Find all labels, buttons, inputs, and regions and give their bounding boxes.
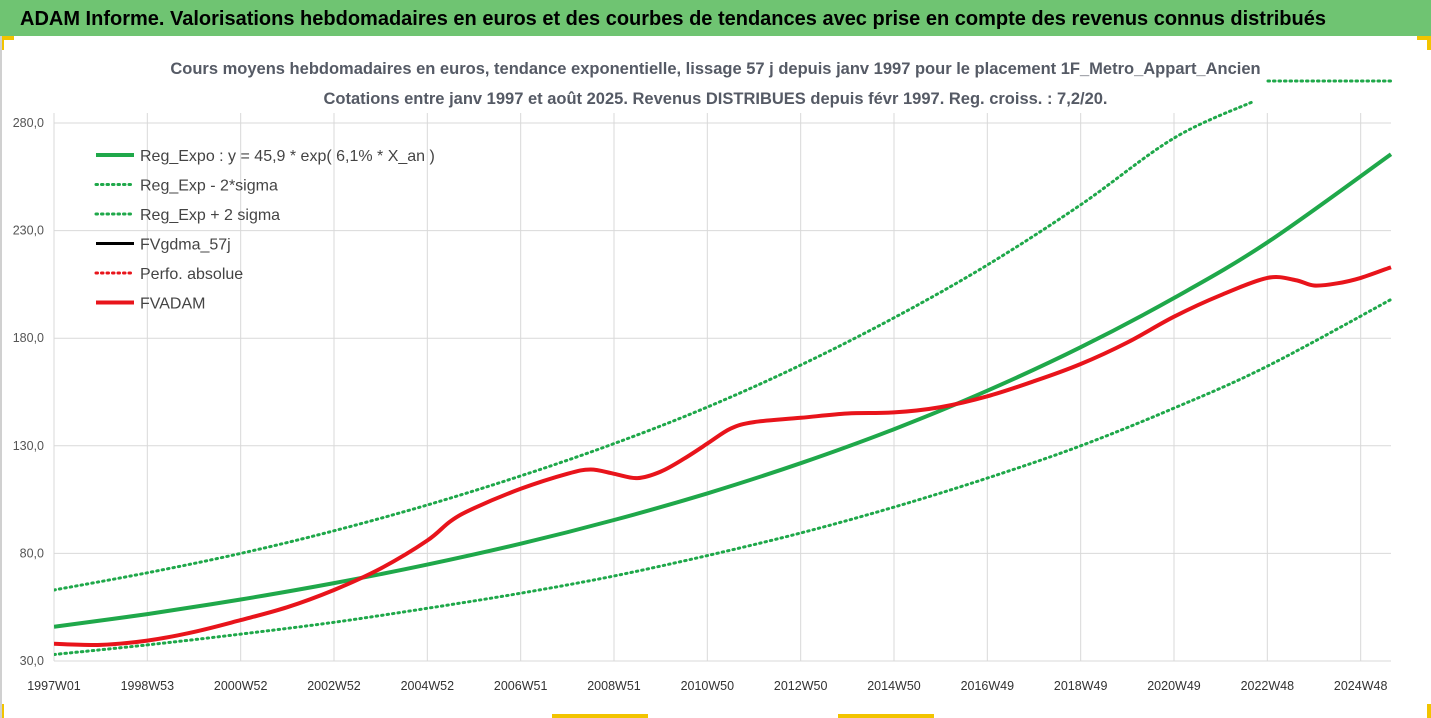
x-axis-ticks: 1997W01 1998W53 2000W52 2002W52 2004W52 2006W… (27, 679, 1387, 693)
x-tick-label: 2022W48 (1241, 679, 1295, 693)
chart-area (0, 36, 1431, 718)
corner-marker-tl-h (0, 36, 14, 40)
legend-label: Reg_Exp - 2*sigma (140, 178, 278, 195)
bottom-handle-right (838, 714, 934, 718)
series-line-0 (54, 152, 1393, 629)
legend-label: FVgdma_57j (140, 237, 231, 254)
y-tick-label: 230,0 (13, 224, 44, 238)
y-tick-label: 130,0 (13, 439, 44, 453)
x-tick-label: 2020W49 (1147, 679, 1201, 693)
x-tick-label: 2000W52 (214, 679, 268, 693)
y-tick-label: 180,0 (13, 331, 44, 345)
y-tick-label: 80,0 (20, 546, 44, 560)
legend-label: Reg_Expo : y = 45,9 * exp( 6,1% * X_an ) (140, 148, 435, 165)
x-tick-label: 2018W49 (1054, 679, 1108, 693)
x-tick-label: 2016W49 (961, 679, 1015, 693)
banner-title: ADAM Informe. Valorisations hebdomadaire… (20, 8, 1326, 30)
gridlines (53, 113, 1391, 662)
x-tick-label: 2002W52 (307, 679, 361, 693)
bottom-handle-left (552, 714, 648, 718)
y-axis-ticks: 30,0 80,0 130,0 180,0 230,0 280,0 (13, 116, 44, 668)
corner-marker-tr-v (1427, 36, 1431, 50)
corner-marker-tl-v (0, 36, 4, 50)
x-tick-label: 2004W52 (401, 679, 455, 693)
series-line-1 (54, 298, 1393, 656)
y-tick-label: 30,0 (20, 654, 44, 668)
x-tick-label: 2008W51 (587, 679, 641, 693)
x-tick-label: 2012W50 (774, 679, 828, 693)
y-tick-label: 280,0 (13, 116, 44, 130)
series-lines (54, 79, 1393, 656)
x-tick-label: 1998W53 (121, 679, 175, 693)
series-line-2 (54, 100, 1255, 592)
chart-subtitle: Cotations entre janv 1997 et août 2025. … (323, 90, 1108, 108)
x-tick-label: 1997W01 (27, 679, 81, 693)
legend: Reg_Expo : y = 45,9 * exp( 6,1% * X_an )… (94, 148, 435, 313)
legend-label: FVADAM (140, 296, 205, 313)
chart-title: Cours moyens hebdomadaires en euros, ten… (170, 60, 1261, 78)
corner-marker-bl (0, 704, 4, 718)
x-tick-label: 2006W51 (494, 679, 548, 693)
series-line-5 (54, 265, 1392, 648)
corner-marker-br (1427, 704, 1431, 718)
legend-label: Perfo. absolue (140, 266, 243, 283)
x-tick-label: 2024W48 (1334, 679, 1388, 693)
x-tick-label: 2014W50 (867, 679, 921, 693)
report-banner: ADAM Informe. Valorisations hebdomadaire… (0, 0, 1431, 36)
corner-marker-tr-h (1417, 36, 1431, 40)
x-tick-label: 2010W50 (681, 679, 735, 693)
legend-label: Reg_Exp + 2 sigma (140, 207, 280, 224)
